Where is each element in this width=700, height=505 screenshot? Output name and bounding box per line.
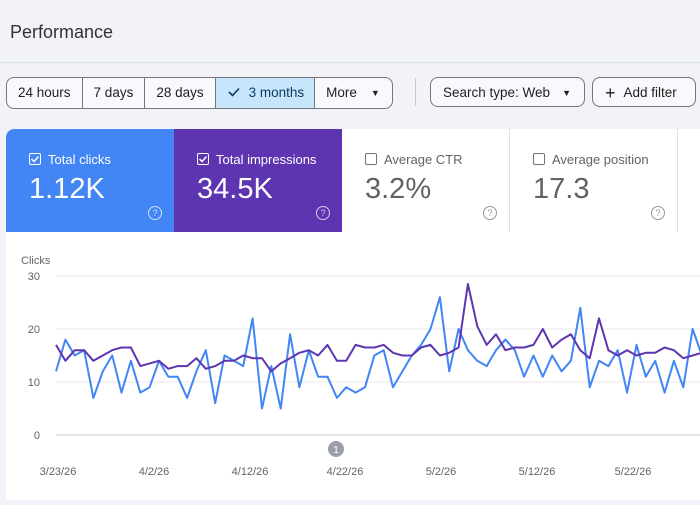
impressions-series-line — [55, 283, 700, 373]
x-tick-label: 5/2/26 — [426, 466, 457, 478]
range-28-days[interactable]: 28 days — [145, 78, 216, 108]
metric-value: 34.5K — [197, 173, 273, 205]
x-tick-label: 3/23/26 — [40, 466, 77, 478]
x-tick-label: 5/12/26 — [519, 466, 556, 478]
checkbox-unchecked-icon[interactable] — [365, 153, 377, 165]
chart-annotation[interactable]: 1 — [328, 441, 344, 457]
metric-value: 17.3 — [533, 173, 590, 205]
clicks-series-line — [55, 296, 700, 410]
page-title: Performance — [10, 22, 114, 42]
metric-card-total-impressions[interactable]: Total impressions 34.5K ? — [174, 129, 342, 232]
help-icon[interactable]: ? — [651, 206, 665, 220]
more-label: More — [326, 85, 357, 100]
x-tick-label: 4/2/26 — [139, 466, 170, 478]
check-icon — [228, 78, 240, 108]
metric-cards: Total clicks 1.12K ? Total impressions 3… — [6, 129, 700, 232]
metric-label: Total impressions — [216, 152, 317, 167]
range-7-days[interactable]: 7 days — [83, 78, 146, 108]
y-tick-label: 10 — [28, 377, 40, 389]
range-24-hours[interactable]: 24 hours — [7, 78, 83, 108]
x-axis-ticks: 3/23/26 4/2/26 4/12/26 4/22/26 5/2/26 5/12/26… — [40, 466, 652, 478]
metric-label-row: Average CTR — [365, 152, 463, 167]
metric-label-row: Average position — [533, 152, 649, 167]
search-type-label: Search type: Web — [443, 85, 551, 100]
metric-label-row: Total impressions — [197, 152, 316, 167]
annotation-marker[interactable] — [328, 441, 344, 457]
add-filter-label: Add filter — [623, 85, 677, 100]
range-more-button[interactable]: More ▼ — [315, 78, 392, 108]
search-type-dropdown[interactable]: Search type: Web ▼ — [430, 77, 585, 107]
metric-card-average-ctr[interactable]: Average CTR 3.2% ? — [342, 129, 510, 232]
chevron-down-icon: ▼ — [370, 88, 380, 99]
checkbox-checked-icon[interactable] — [29, 153, 41, 165]
plus-icon: + — [605, 83, 616, 103]
y-tick-label: 20 — [28, 324, 40, 336]
metric-label: Total clicks — [48, 152, 111, 167]
help-icon[interactable]: ? — [483, 206, 497, 220]
date-range-selector: 24 hours 7 days 28 days 3 months More ▼ — [6, 77, 393, 109]
metric-value: 1.12K — [29, 173, 105, 205]
x-tick-label: 5/22/26 — [615, 466, 652, 478]
page-header: Performance — [0, 0, 700, 63]
metric-label: Average position — [552, 152, 649, 167]
metric-value: 3.2% — [365, 173, 432, 205]
checkbox-unchecked-icon[interactable] — [533, 153, 545, 165]
chart-grid — [56, 275, 700, 436]
metric-label-row: Total clicks — [29, 152, 111, 167]
annotation-label: 1 — [333, 445, 339, 456]
x-tick-label: 4/22/26 — [327, 466, 364, 478]
y-axis-label: Clicks — [21, 255, 51, 267]
y-tick-label: 30 — [28, 271, 40, 283]
range-3-months[interactable]: 3 months — [215, 78, 316, 108]
help-icon[interactable]: ? — [316, 206, 330, 220]
chevron-down-icon: ▼ — [562, 88, 571, 99]
performance-chart: Clicks 0 10 20 30 1 3/23/26 4/2/26 4/12/26 4/2… — [21, 255, 700, 478]
toolbar-divider — [415, 78, 416, 106]
metric-card-average-position[interactable]: Average position 17.3 ? — [510, 129, 678, 232]
performance-chart-panel: Clicks 0 10 20 30 1 3/23/26 4/2/26 4/12/26 4/2… — [6, 232, 700, 500]
checkbox-checked-icon[interactable] — [197, 153, 209, 165]
help-icon[interactable]: ? — [148, 206, 162, 220]
chart-series — [55, 283, 700, 410]
x-tick-label: 4/12/26 — [232, 466, 269, 478]
range-3-months-label: 3 months — [248, 85, 305, 100]
metric-card-total-clicks[interactable]: Total clicks 1.12K ? — [6, 129, 174, 232]
metric-label: Average CTR — [384, 152, 463, 167]
y-axis-ticks: 0 10 20 30 — [28, 271, 40, 442]
y-tick-label: 0 — [34, 430, 40, 442]
add-filter-button[interactable]: + Add filter — [592, 77, 696, 107]
